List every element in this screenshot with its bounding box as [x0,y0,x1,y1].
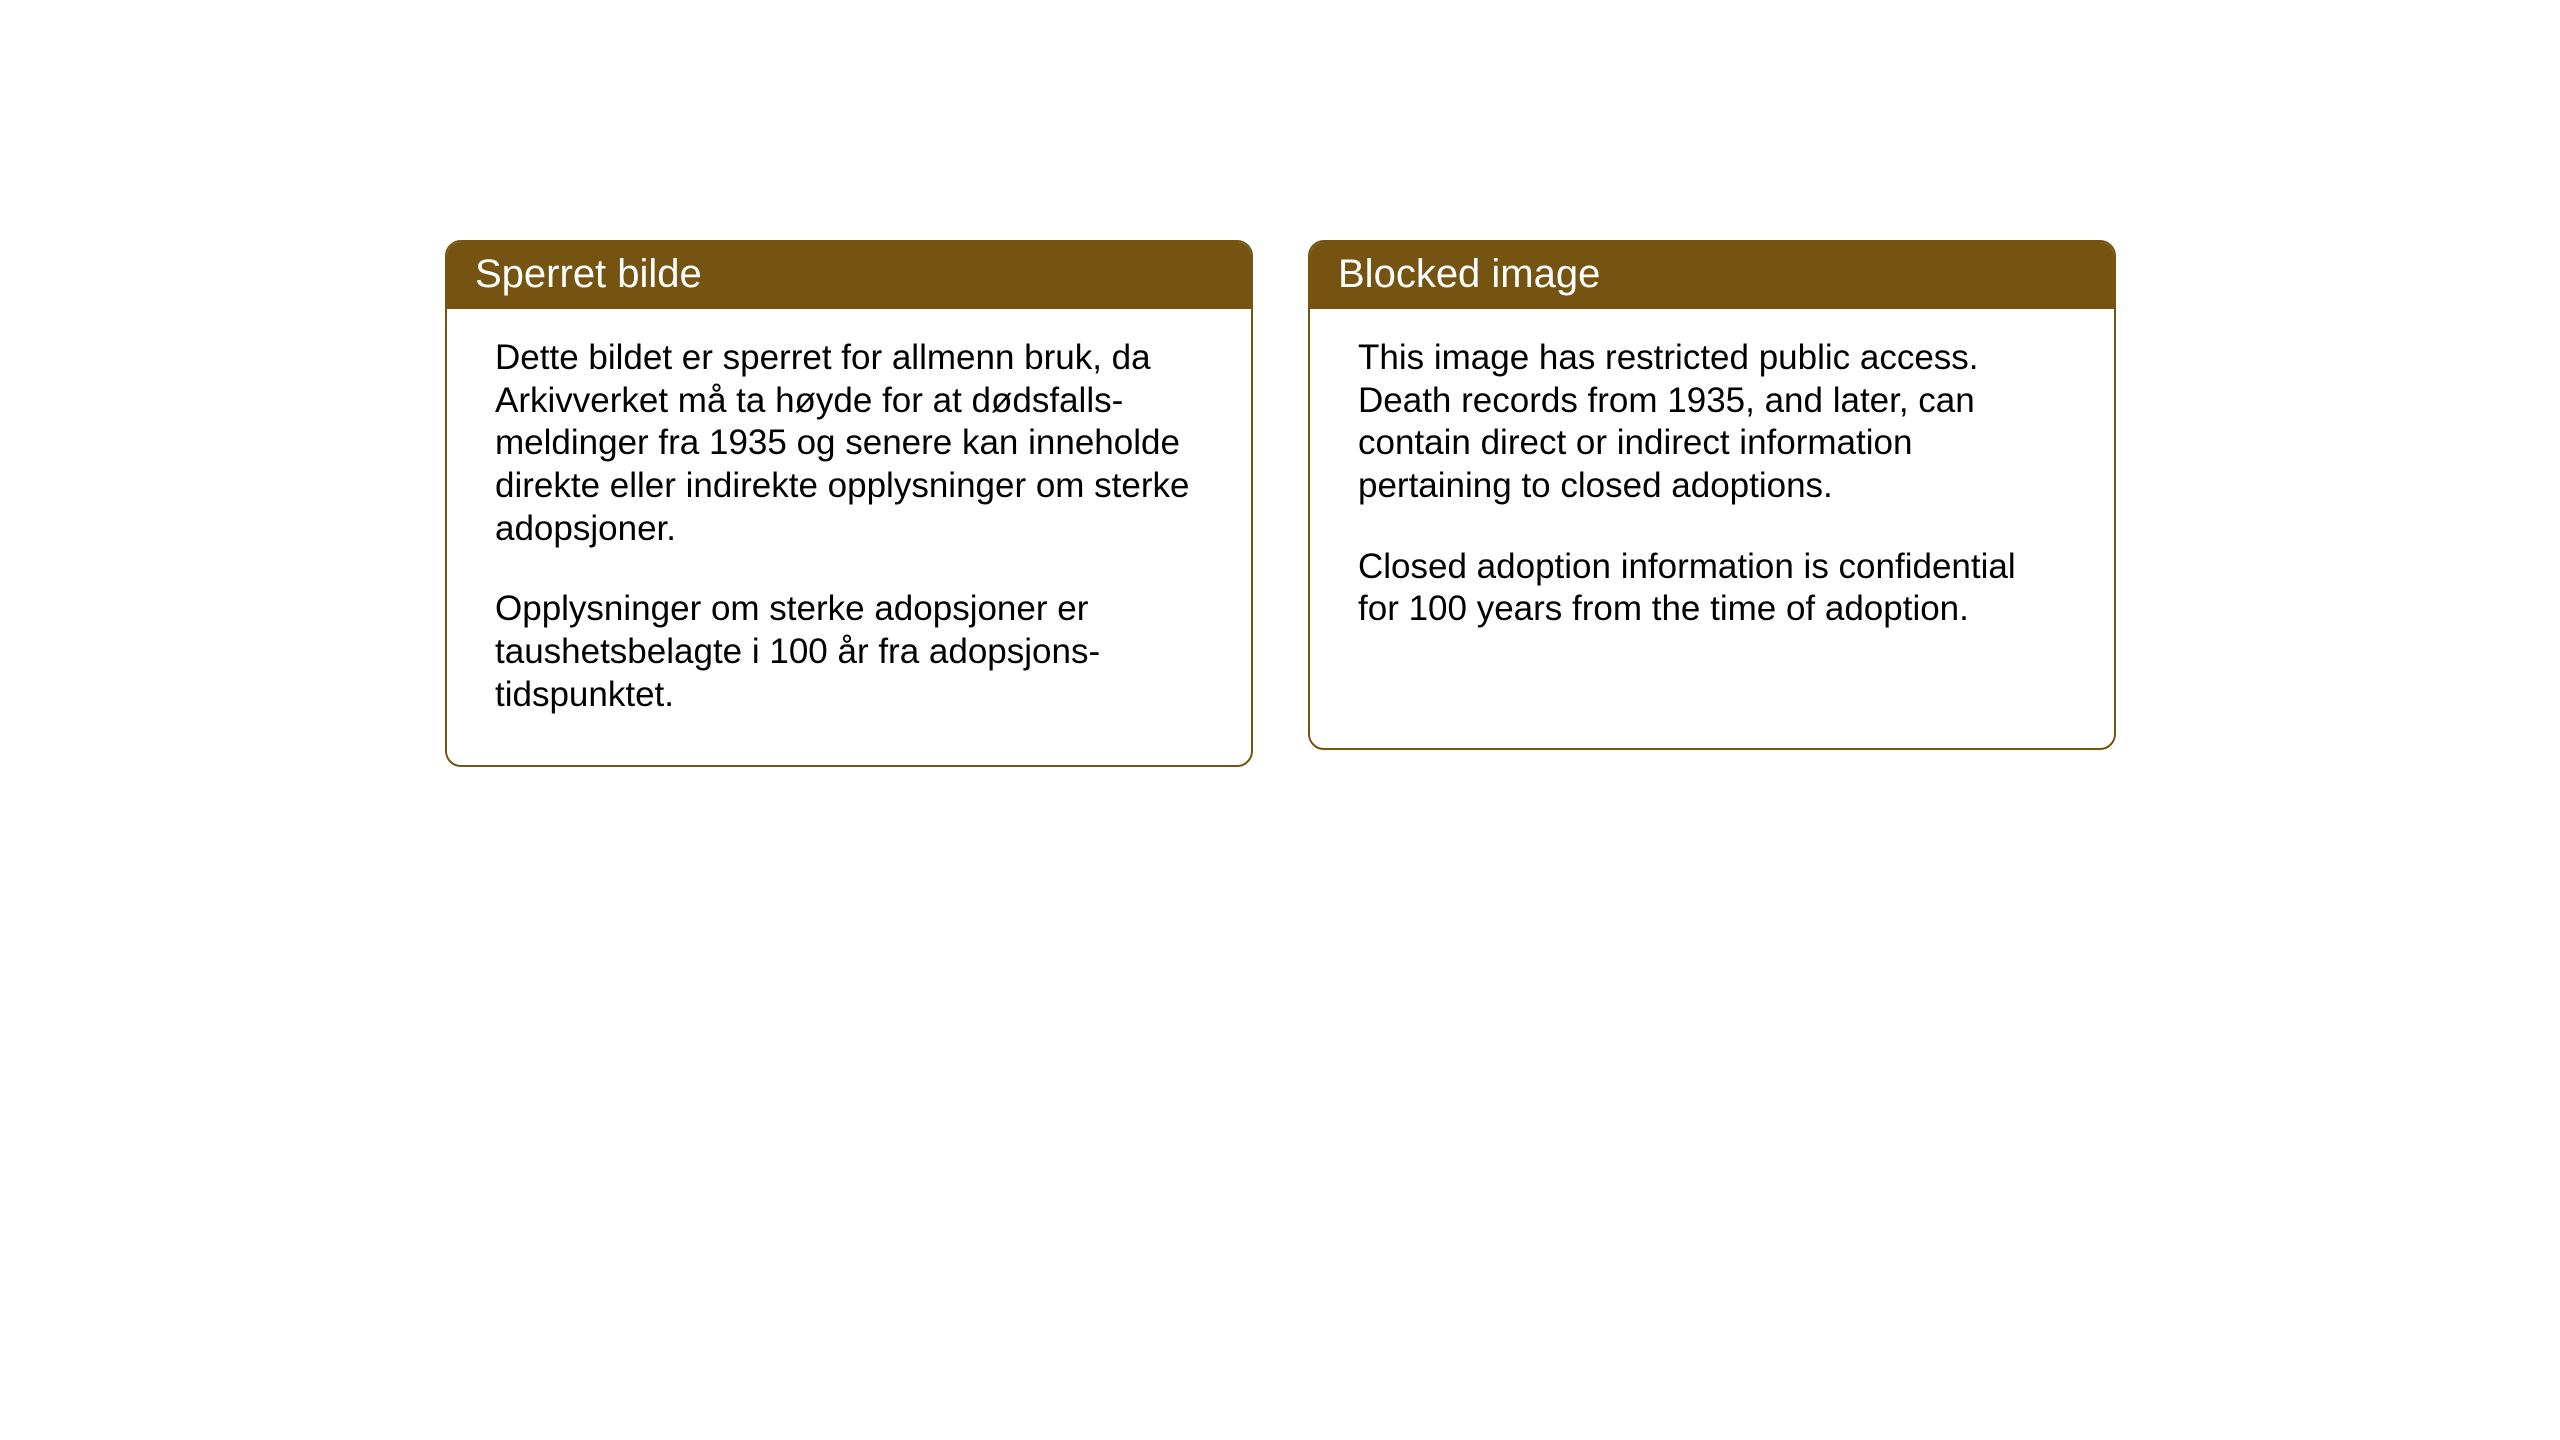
notice-body-english: This image has restricted public access.… [1310,309,2114,669]
notice-body-norwegian: Dette bildet er sperret for allmenn bruk… [447,309,1251,765]
notice-card-english: Blocked image This image has restricted … [1308,240,2116,750]
notice-paragraph: This image has restricted public access.… [1358,337,2066,508]
notice-paragraph: Opplysninger om sterke adopsjoner er tau… [495,588,1203,716]
notice-paragraph: Closed adoption information is confident… [1358,546,2066,631]
notice-card-norwegian: Sperret bilde Dette bildet er sperret fo… [445,240,1253,767]
notice-header-norwegian: Sperret bilde [447,242,1251,309]
notice-header-english: Blocked image [1310,242,2114,309]
notice-container: Sperret bilde Dette bildet er sperret fo… [445,240,2116,767]
notice-paragraph: Dette bildet er sperret for allmenn bruk… [495,337,1203,550]
